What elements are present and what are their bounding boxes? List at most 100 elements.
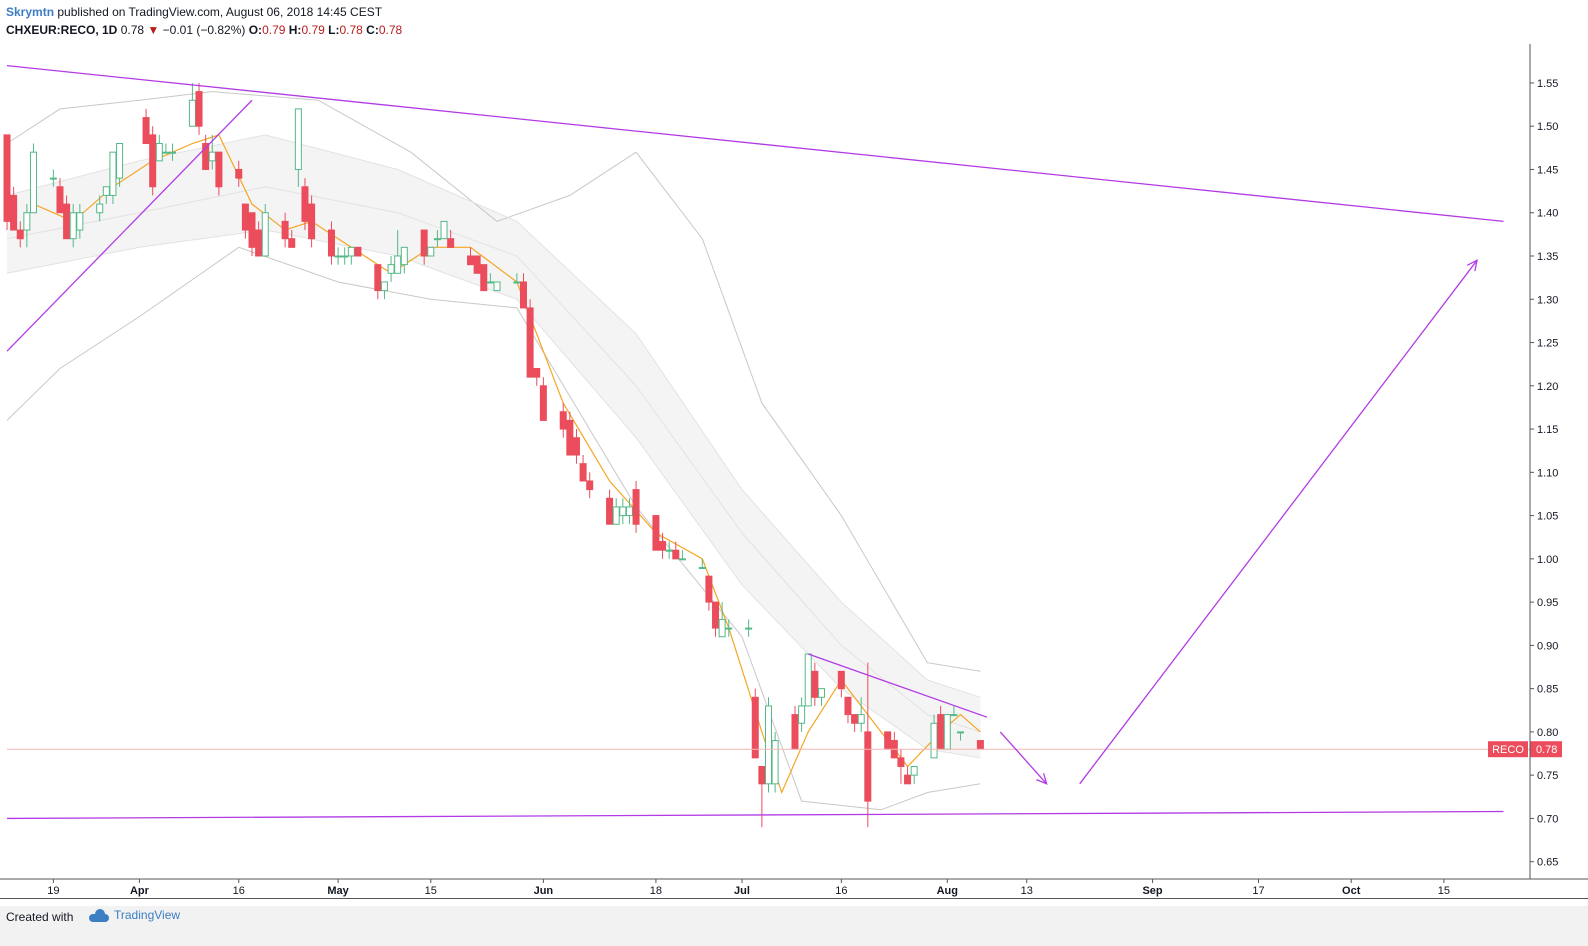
tradingview-logo-link[interactable]: TradingView bbox=[88, 908, 180, 922]
candle-body bbox=[659, 541, 667, 551]
candle-body bbox=[380, 281, 388, 292]
candle bbox=[718, 602, 726, 638]
candle bbox=[910, 766, 918, 784]
candle bbox=[288, 230, 296, 248]
band-fill bbox=[7, 134, 981, 758]
candle-body bbox=[473, 255, 481, 274]
candle bbox=[400, 246, 408, 274]
candle bbox=[930, 714, 938, 759]
candle bbox=[334, 247, 342, 265]
candle bbox=[202, 134, 210, 170]
candle bbox=[49, 169, 57, 187]
candle-body bbox=[169, 151, 177, 154]
y-tick-label: 1.35 bbox=[1537, 251, 1558, 263]
candle bbox=[467, 247, 475, 266]
candle-body bbox=[255, 229, 263, 257]
y-tick-label: 1.45 bbox=[1537, 164, 1558, 176]
candle bbox=[665, 541, 673, 559]
candle bbox=[235, 160, 243, 187]
candle-body bbox=[930, 722, 938, 759]
candle-body bbox=[116, 143, 124, 179]
candle bbox=[745, 619, 753, 637]
candle-body bbox=[96, 203, 104, 214]
candle bbox=[347, 246, 355, 265]
candle-body bbox=[513, 281, 521, 284]
candle-body bbox=[447, 238, 455, 248]
symbol-label[interactable]: CHXEUR:RECO, 1D bbox=[6, 23, 118, 37]
candle bbox=[255, 221, 263, 257]
trend-line bbox=[6, 810, 1504, 820]
candle bbox=[169, 143, 177, 161]
candle bbox=[162, 143, 170, 154]
candle bbox=[579, 455, 587, 482]
x-tick-label: 18 bbox=[650, 885, 662, 897]
candle-body bbox=[705, 575, 713, 603]
candle bbox=[341, 247, 349, 265]
candle-body bbox=[3, 134, 11, 222]
axes: 1.55 1.50 1.45 1.40 1.35 1.30 1.25 1.20 1.15 1.10… bbox=[0, 44, 1588, 899]
band-middle bbox=[6, 186, 981, 733]
candle-body bbox=[29, 151, 37, 214]
candle-body bbox=[400, 246, 408, 266]
candle-body bbox=[612, 506, 620, 525]
y-tick-label: 1.00 bbox=[1537, 554, 1558, 566]
candle-body bbox=[63, 203, 71, 240]
candle bbox=[705, 575, 713, 611]
y-tick-label: 0.80 bbox=[1537, 727, 1558, 739]
candle-body bbox=[745, 627, 753, 630]
candle bbox=[837, 670, 845, 698]
candle bbox=[817, 688, 825, 706]
candle-body bbox=[341, 255, 349, 258]
candle bbox=[241, 203, 249, 239]
candle-body bbox=[480, 264, 488, 292]
y-tick-label: 1.30 bbox=[1537, 294, 1558, 306]
high-label: H: bbox=[288, 23, 302, 37]
y-tick-label: 1.40 bbox=[1537, 208, 1558, 220]
candle-body bbox=[712, 601, 720, 629]
candle-body bbox=[16, 229, 24, 240]
candle bbox=[751, 688, 759, 759]
y-tick-label: 1.50 bbox=[1537, 121, 1558, 133]
candle bbox=[811, 662, 819, 706]
candle-body bbox=[208, 151, 216, 162]
candle bbox=[851, 714, 859, 732]
candle-body bbox=[698, 566, 706, 569]
candle bbox=[864, 662, 872, 828]
price-chart[interactable]: RECO 0.78 1.55 1.50 1.45 1.40 1.35 1.30 1.25 1.2… bbox=[0, 44, 1588, 906]
candle bbox=[420, 229, 428, 265]
candle bbox=[943, 714, 951, 750]
low-value: 0.78 bbox=[339, 23, 363, 37]
candle-body bbox=[347, 246, 355, 257]
brand-name: TradingView bbox=[114, 908, 181, 922]
candle-body bbox=[718, 618, 726, 638]
candle bbox=[374, 264, 382, 300]
candle-body bbox=[76, 212, 84, 231]
arrow-head bbox=[1466, 259, 1478, 272]
created-with-text: Created with bbox=[6, 910, 74, 924]
candle-body bbox=[281, 220, 289, 240]
candle bbox=[76, 204, 84, 239]
candle-body bbox=[665, 549, 673, 552]
candle-body bbox=[327, 229, 335, 257]
candle-body bbox=[579, 463, 587, 482]
candle bbox=[427, 246, 435, 257]
candle-body bbox=[572, 437, 580, 456]
y-tick-label: 1.25 bbox=[1537, 338, 1558, 350]
candle-body bbox=[765, 705, 772, 785]
candle-body bbox=[625, 506, 633, 517]
candle bbox=[698, 558, 706, 569]
candle-body bbox=[10, 194, 18, 231]
candle-body bbox=[678, 558, 686, 561]
candle-body bbox=[241, 203, 249, 231]
band-lower-inner bbox=[6, 229, 981, 759]
candle-body bbox=[950, 714, 958, 717]
trendline-drawings[interactable] bbox=[6, 64, 1504, 820]
candle bbox=[387, 255, 395, 282]
candle bbox=[559, 403, 567, 438]
author-link[interactable]: Skrymtn bbox=[6, 5, 55, 19]
candle-body bbox=[334, 255, 342, 258]
candle bbox=[394, 230, 402, 274]
x-tick-label: 19 bbox=[47, 885, 59, 897]
candle bbox=[519, 273, 527, 309]
candle-body bbox=[751, 696, 759, 759]
